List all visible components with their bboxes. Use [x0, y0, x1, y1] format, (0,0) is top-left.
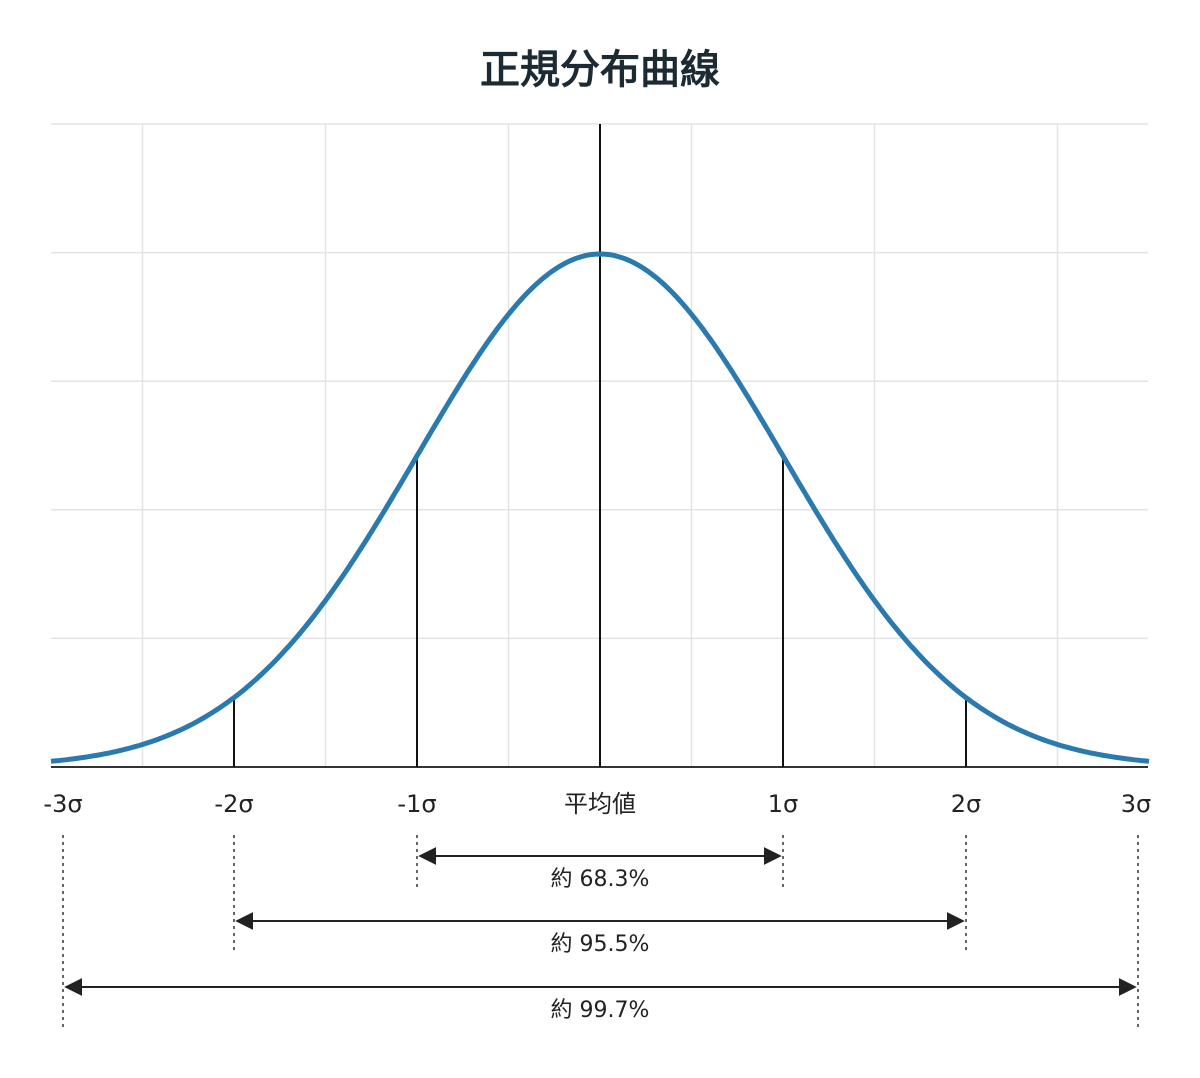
axis-label: 3σ [1121, 790, 1151, 818]
range-label: 約 95.5% [551, 932, 650, 957]
axis-label: 1σ [768, 790, 798, 818]
range-label: 約 68.3% [551, 867, 650, 892]
grid [51, 123, 1148, 768]
axis-label: -2σ [214, 790, 253, 818]
axis-label: 平均値 [564, 790, 636, 818]
axis-labels: -3σ -2σ -1σ 平均値 1σ 2σ 3σ [43, 790, 1151, 818]
range-label: 約 99.7% [551, 998, 650, 1023]
axis-label: -3σ [43, 790, 82, 818]
axis-label: 2σ [951, 790, 981, 818]
axis-label: -1σ [397, 790, 436, 818]
title: 正規分布曲線 [480, 47, 720, 93]
curve [50, 251, 1150, 764]
ranges: 約 68.3% 約 95.5% 約 99.7% [62, 835, 1139, 1028]
